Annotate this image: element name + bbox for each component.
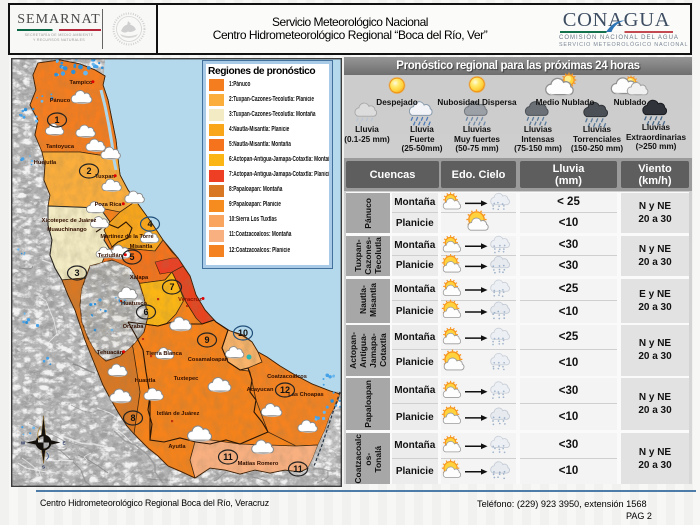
svg-text:12: 12	[280, 385, 290, 395]
svg-text:10: 10	[238, 328, 248, 338]
svg-text:4: 4	[147, 219, 152, 229]
svg-text:Huauchinango: Huauchinango	[47, 227, 87, 233]
svg-text:6: 6	[143, 307, 148, 317]
svg-text:1: 1	[54, 115, 59, 125]
svg-text:5: 5	[129, 252, 134, 262]
svg-text:Huejutla: Huejutla	[34, 160, 57, 166]
svg-text:Pánuco: Pánuco	[50, 98, 71, 104]
svg-text:Xalapa: Xalapa	[130, 275, 149, 281]
svg-text:S: S	[42, 465, 45, 470]
svg-text:Huautla: Huautla	[135, 378, 157, 384]
svg-text:Tuxtepec: Tuxtepec	[174, 376, 199, 382]
svg-text:2: 2	[86, 166, 91, 176]
svg-text:Poza Rica: Poza Rica	[95, 202, 123, 208]
svg-text:Teziutlán: Teziutlán	[98, 253, 123, 259]
svg-text:Martínez de la Torre: Martínez de la Torre	[100, 234, 153, 240]
svg-text:Coatzacoalcos: Coatzacoalcos	[267, 374, 307, 380]
svg-text:Ayutla: Ayutla	[168, 444, 186, 450]
svg-text:Ixtlán de Juárez: Ixtlán de Juárez	[157, 411, 200, 417]
svg-text:Tampico: Tampico	[70, 80, 93, 86]
svg-text:Tierra Blanca: Tierra Blanca	[146, 351, 183, 357]
svg-text:Tehuacán: Tehuacán	[97, 350, 124, 356]
svg-text:11: 11	[293, 464, 303, 474]
svg-text:3: 3	[74, 268, 79, 278]
svg-text:Acayucan: Acayucan	[247, 387, 274, 393]
svg-text:Tantoyuca: Tantoyuca	[46, 144, 75, 150]
svg-text:E: E	[62, 441, 65, 446]
svg-text:Veracruz: Veracruz	[178, 297, 202, 303]
svg-text:Orizaba: Orizaba	[123, 324, 145, 330]
svg-text:Cosamaloapan: Cosamaloapan	[188, 357, 229, 363]
svg-text:Matías Romero: Matías Romero	[238, 461, 279, 467]
svg-text:Xicotepec de Juárez: Xicotepec de Juárez	[42, 218, 97, 224]
svg-text:W: W	[21, 441, 26, 446]
svg-text:11: 11	[223, 452, 233, 462]
svg-text:Huatusco: Huatusco	[121, 301, 147, 307]
svg-text:7: 7	[169, 282, 174, 292]
svg-text:9: 9	[204, 335, 209, 345]
svg-text:8: 8	[130, 413, 135, 423]
svg-text:Las Choapas: Las Choapas	[288, 392, 323, 398]
svg-text:Misantla: Misantla	[130, 244, 154, 250]
svg-text:Tuxpan: Tuxpan	[95, 174, 115, 180]
